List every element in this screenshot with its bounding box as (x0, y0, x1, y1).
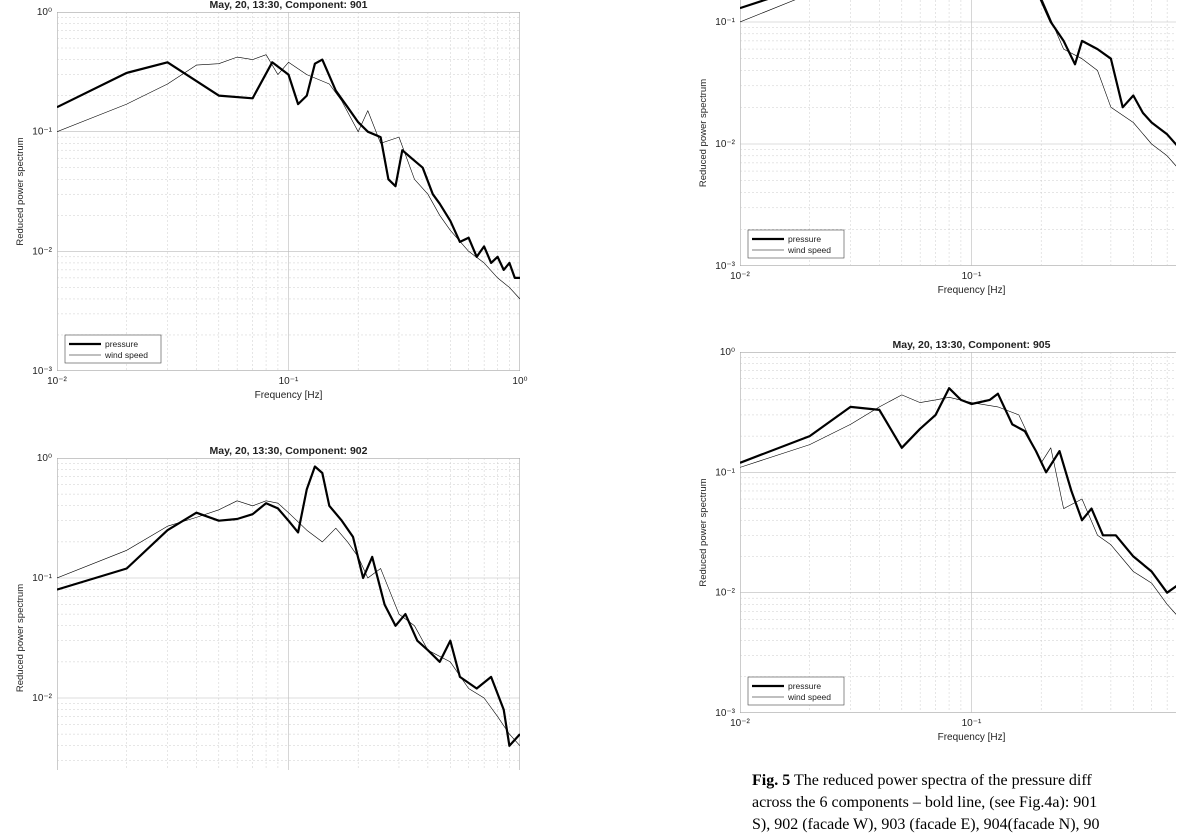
caption: Fig. 5 The reduced power spectra of the … (752, 770, 1100, 836)
series-line (57, 54, 520, 300)
plot-background (740, 0, 1176, 266)
chart-title: May, 20, 13:30, Component: 902 (210, 445, 368, 457)
series-line (740, 394, 1176, 615)
y-tick-label: 10⁻² (715, 588, 735, 599)
caption-line: across the 6 components – bold line, (se… (752, 794, 1098, 811)
y-tick-label: 10⁰ (720, 347, 735, 358)
series-line (740, 387, 1176, 594)
legend-label: pressure (788, 234, 821, 244)
x-axis-label: Frequency [Hz] (938, 732, 1006, 743)
y-axis-label: Reduced power spectrum (15, 137, 26, 245)
y-tick-label: 10⁻³ (715, 708, 735, 719)
y-tick-label: 10⁻³ (32, 366, 52, 377)
legend-box (64, 334, 162, 364)
y-tick-label: 10⁻¹ (715, 17, 735, 28)
chart-title: May, 20, 13:30, Component: 905 (893, 339, 1051, 351)
y-tick-label: 10⁻¹ (32, 573, 52, 584)
y-axis-label: Reduced power spectrum (698, 79, 709, 187)
legend-label: wind speed (104, 350, 148, 360)
x-tick-label: 10⁻¹ (962, 271, 982, 282)
caption-label: Fig. 5 (752, 772, 791, 789)
plot-background (740, 352, 1176, 713)
caption-line: Fig. 5 The reduced power spectra of the … (752, 770, 1100, 792)
x-tick-label: 10⁻¹ (962, 718, 982, 729)
y-tick-label: 10⁻² (32, 246, 52, 257)
caption-line: S), 902 (facade W), 903 (facade E), 904(… (752, 816, 1100, 833)
x-tick-label: 10⁻² (730, 718, 750, 729)
x-tick-label: 10⁰ (512, 376, 527, 387)
x-tick-label: 10⁻² (47, 376, 67, 387)
y-tick-label: 10⁻² (715, 139, 735, 150)
series-line (57, 58, 520, 279)
x-tick-label: 10⁻² (730, 271, 750, 282)
x-axis-label: Frequency [Hz] (255, 390, 323, 401)
y-tick-label: 10⁻¹ (715, 467, 735, 478)
legend-box (747, 676, 845, 706)
y-axis-label: Reduced power spectrum (698, 478, 709, 586)
caption-text: The reduced power spectra of the pressur… (793, 772, 1092, 789)
plot-area (57, 12, 520, 371)
legend-label: wind speed (787, 245, 831, 255)
legend-label: pressure (788, 681, 821, 691)
y-tick-label: 10⁻² (32, 693, 52, 704)
y-axis-label: Reduced power spectrum (15, 584, 26, 692)
y-tick-label: 10⁻¹ (32, 127, 52, 138)
chart-title: May, 20, 13:30, Component: 901 (210, 0, 368, 11)
x-tick-label: 10⁻¹ (279, 376, 299, 387)
x-axis-label: Frequency [Hz] (938, 285, 1006, 296)
plot-area (57, 458, 520, 818)
y-tick-label: 10⁻³ (715, 261, 735, 272)
series-line (57, 500, 520, 747)
y-tick-label: 10⁰ (37, 453, 52, 464)
plot-area (740, 352, 1176, 713)
series-line (740, 0, 1176, 147)
series-line (740, 0, 1176, 167)
y-tick-label: 10⁰ (37, 7, 52, 18)
legend-label: pressure (105, 339, 138, 349)
plot-area (740, 0, 1176, 266)
legend-label: wind speed (787, 692, 831, 702)
series-line (57, 465, 520, 747)
legend-box (747, 229, 845, 259)
